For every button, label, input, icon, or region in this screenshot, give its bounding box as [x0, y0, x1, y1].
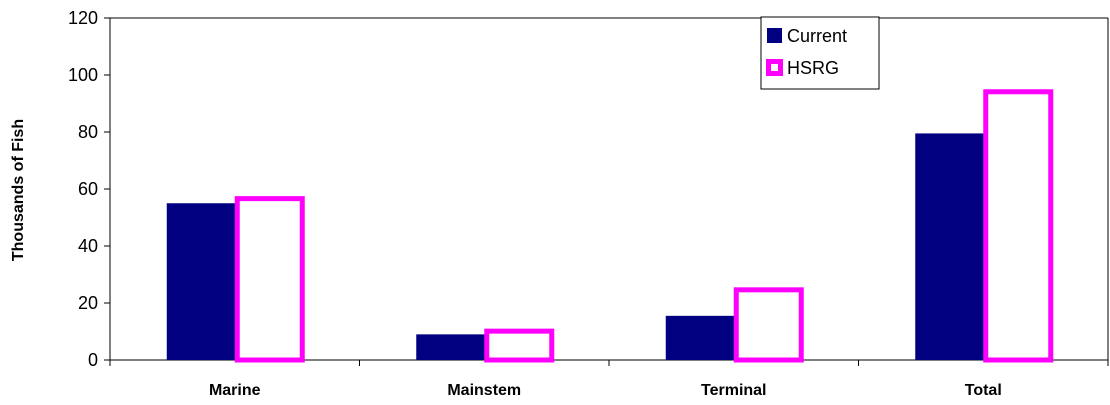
- y-tick-label: 20: [78, 293, 98, 313]
- bar-hsrg-mainstem: [484, 328, 555, 363]
- legend-swatch-hsrg: [766, 59, 783, 76]
- x-tick-label: Mainstem: [447, 382, 521, 399]
- y-tick-label: 120: [68, 8, 98, 28]
- y-tick-label: 60: [78, 179, 98, 199]
- x-tick-label: Total: [965, 382, 1002, 399]
- legend-swatch-current: [767, 28, 782, 43]
- bar-hsrg-marine: [234, 196, 305, 363]
- y-tick-label: 100: [68, 65, 98, 85]
- legend-label-current: Current: [787, 26, 847, 46]
- y-tick-label: 80: [78, 122, 98, 142]
- bars: [166, 89, 1054, 363]
- legend: Current HSRG: [760, 16, 880, 90]
- bar-current-marine: [166, 203, 237, 360]
- bar-current-mainstem: [416, 334, 487, 360]
- plot-area: [110, 17, 1109, 360]
- y-axis: 0 20 40 60 80 100 120: [68, 8, 111, 370]
- y-tick-label: 40: [78, 236, 98, 256]
- bar-hsrg-total: [983, 89, 1054, 363]
- bar-current-total: [915, 133, 986, 360]
- legend-label-hsrg: HSRG: [787, 58, 839, 78]
- y-tick-label: 0: [88, 350, 98, 370]
- x-tick-label: Marine: [209, 382, 261, 399]
- bar-hsrg-terminal: [733, 287, 804, 363]
- bar-current-terminal: [665, 315, 736, 360]
- x-axis: Marine Mainstem Terminal Total: [109, 359, 1109, 399]
- x-tick-label: Terminal: [701, 382, 767, 399]
- y-axis-title: Thousands of Fish: [10, 119, 27, 261]
